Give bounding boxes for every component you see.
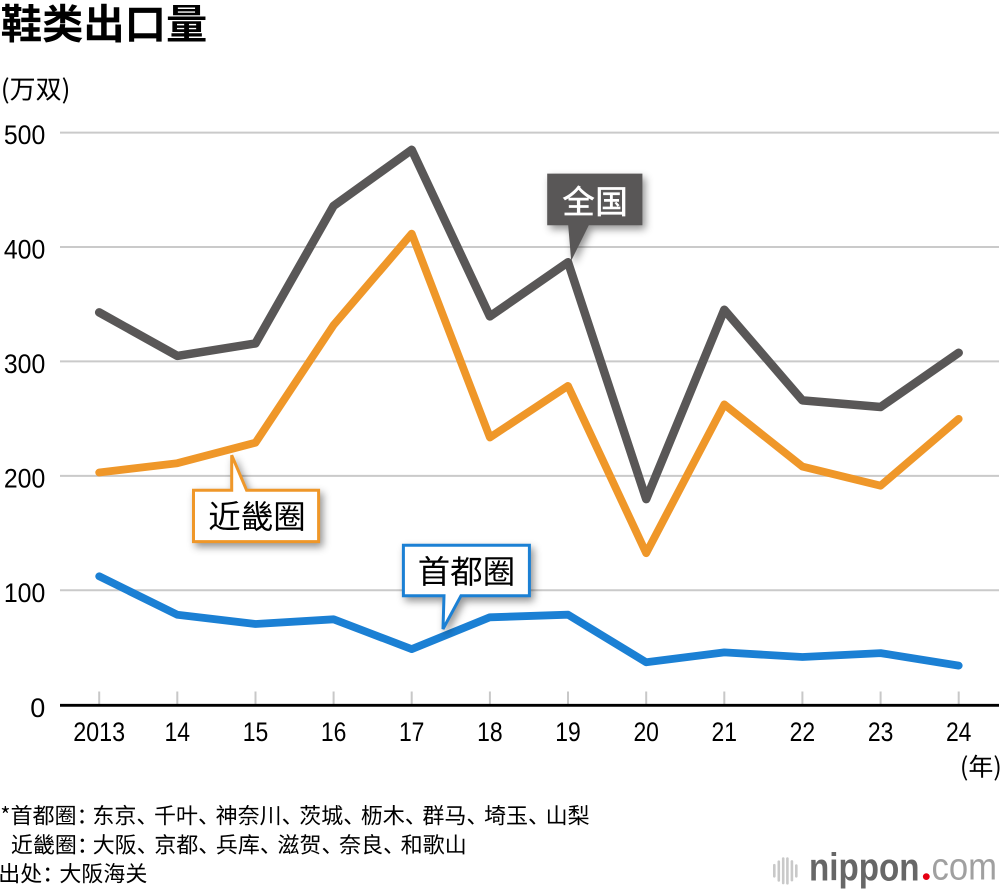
svg-text:2013: 2013 [73, 717, 125, 747]
svg-text:21: 21 [712, 717, 738, 747]
svg-text:300: 300 [4, 349, 45, 379]
svg-text:24: 24 [946, 717, 972, 747]
svg-text:com: com [932, 847, 998, 889]
svg-text:15: 15 [243, 717, 269, 747]
svg-text:14: 14 [165, 717, 191, 747]
svg-text:400: 400 [4, 235, 45, 265]
svg-text:nippon: nippon [809, 847, 920, 890]
svg-text:17: 17 [399, 717, 425, 747]
svg-text:19: 19 [555, 717, 581, 747]
svg-text:200: 200 [4, 464, 45, 494]
svg-text:500: 500 [4, 120, 45, 150]
svg-text:0: 0 [30, 693, 45, 723]
svg-text:20: 20 [633, 717, 659, 747]
svg-text:100: 100 [4, 578, 45, 608]
svg-text:18: 18 [477, 717, 503, 747]
svg-text:23: 23 [868, 717, 894, 747]
svg-text:22: 22 [790, 717, 816, 747]
svg-text:16: 16 [321, 717, 347, 747]
